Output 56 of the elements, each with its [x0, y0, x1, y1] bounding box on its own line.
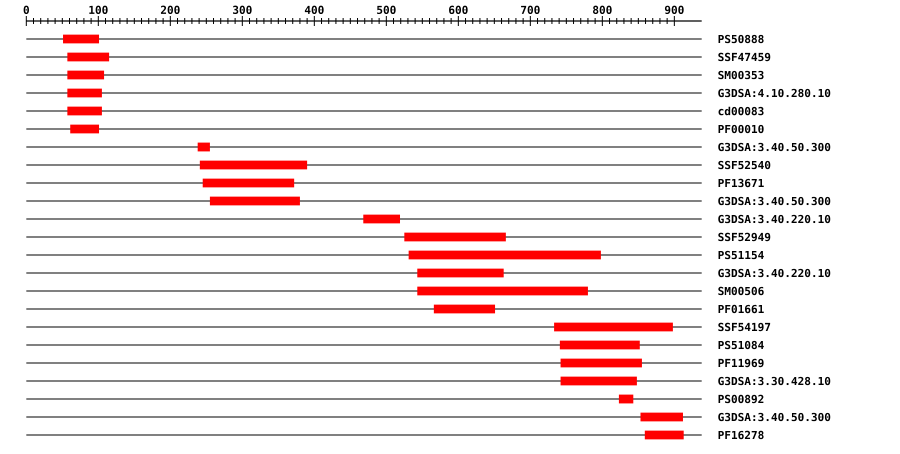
y-tick-label: PS51084 [718, 340, 764, 350]
bar [67, 88, 102, 98]
x-tick-label: 200 [160, 6, 180, 14]
y-tick-label: PF16278 [718, 430, 764, 440]
y-tick-label: SM00506 [718, 286, 764, 296]
x-tick-label: 700 [521, 6, 540, 14]
y-tick-label: G3DSA:3.40.50.300 [718, 196, 830, 206]
bar [560, 358, 642, 368]
bar [560, 340, 640, 350]
y-tick-label: PS50888 [718, 34, 764, 44]
bar [618, 394, 634, 404]
bar [200, 160, 308, 170]
x-tick-label: 500 [377, 6, 396, 14]
y-tick-label: PF11969 [718, 358, 764, 368]
x-tick-label: 400 [304, 6, 324, 14]
y-tick-label: cd00083 [718, 106, 764, 116]
x-tick-label: 100 [89, 6, 108, 14]
bar [640, 412, 683, 422]
bar [202, 178, 294, 188]
y-tick-label: SSF52540 [718, 160, 770, 170]
y-tick-label: SSF52949 [718, 232, 770, 242]
bar [408, 250, 601, 260]
y-tick-label: SM00353 [718, 70, 764, 80]
bar [363, 214, 400, 224]
y-tick-label: SSF47459 [718, 52, 770, 62]
x-tick-label: 900 [664, 6, 684, 14]
bar [198, 142, 210, 152]
y-tick-label: G3DSA:4.10.280.10 [718, 88, 830, 98]
bar [644, 430, 684, 440]
bar [417, 286, 588, 296]
bar [417, 268, 504, 278]
x-tick-label: 0 [24, 6, 29, 14]
x-tick-label: 800 [593, 6, 612, 14]
bar [554, 322, 673, 332]
y-tick-label: PS51154 [718, 250, 764, 260]
bar [560, 376, 637, 386]
y-tick-label: G3DSA:3.40.220.10 [718, 214, 830, 224]
bar [210, 196, 300, 206]
x-tick-label: 600 [449, 6, 468, 14]
y-tick-label: PF01661 [718, 304, 764, 314]
y-tick-label: PS00892 [718, 394, 764, 404]
bar [67, 70, 104, 80]
x-tick-label: 300 [232, 6, 252, 14]
y-tick-label: PF13671 [718, 178, 764, 188]
y-tick-label: PF00010 [718, 124, 764, 134]
bar [67, 52, 110, 62]
bar [70, 124, 100, 134]
bar [67, 106, 102, 116]
bar [434, 304, 496, 314]
y-tick-label: G3DSA:3.40.50.300 [718, 142, 830, 152]
bar [404, 232, 506, 242]
y-tick-label: G3DSA:3.40.220.10 [718, 268, 830, 278]
y-tick-label: G3DSA:3.30.428.10 [718, 376, 830, 386]
y-tick-label: G3DSA:3.40.50.300 [718, 412, 830, 422]
y-tick-label: SSF54197 [718, 322, 770, 332]
bar [63, 34, 100, 44]
